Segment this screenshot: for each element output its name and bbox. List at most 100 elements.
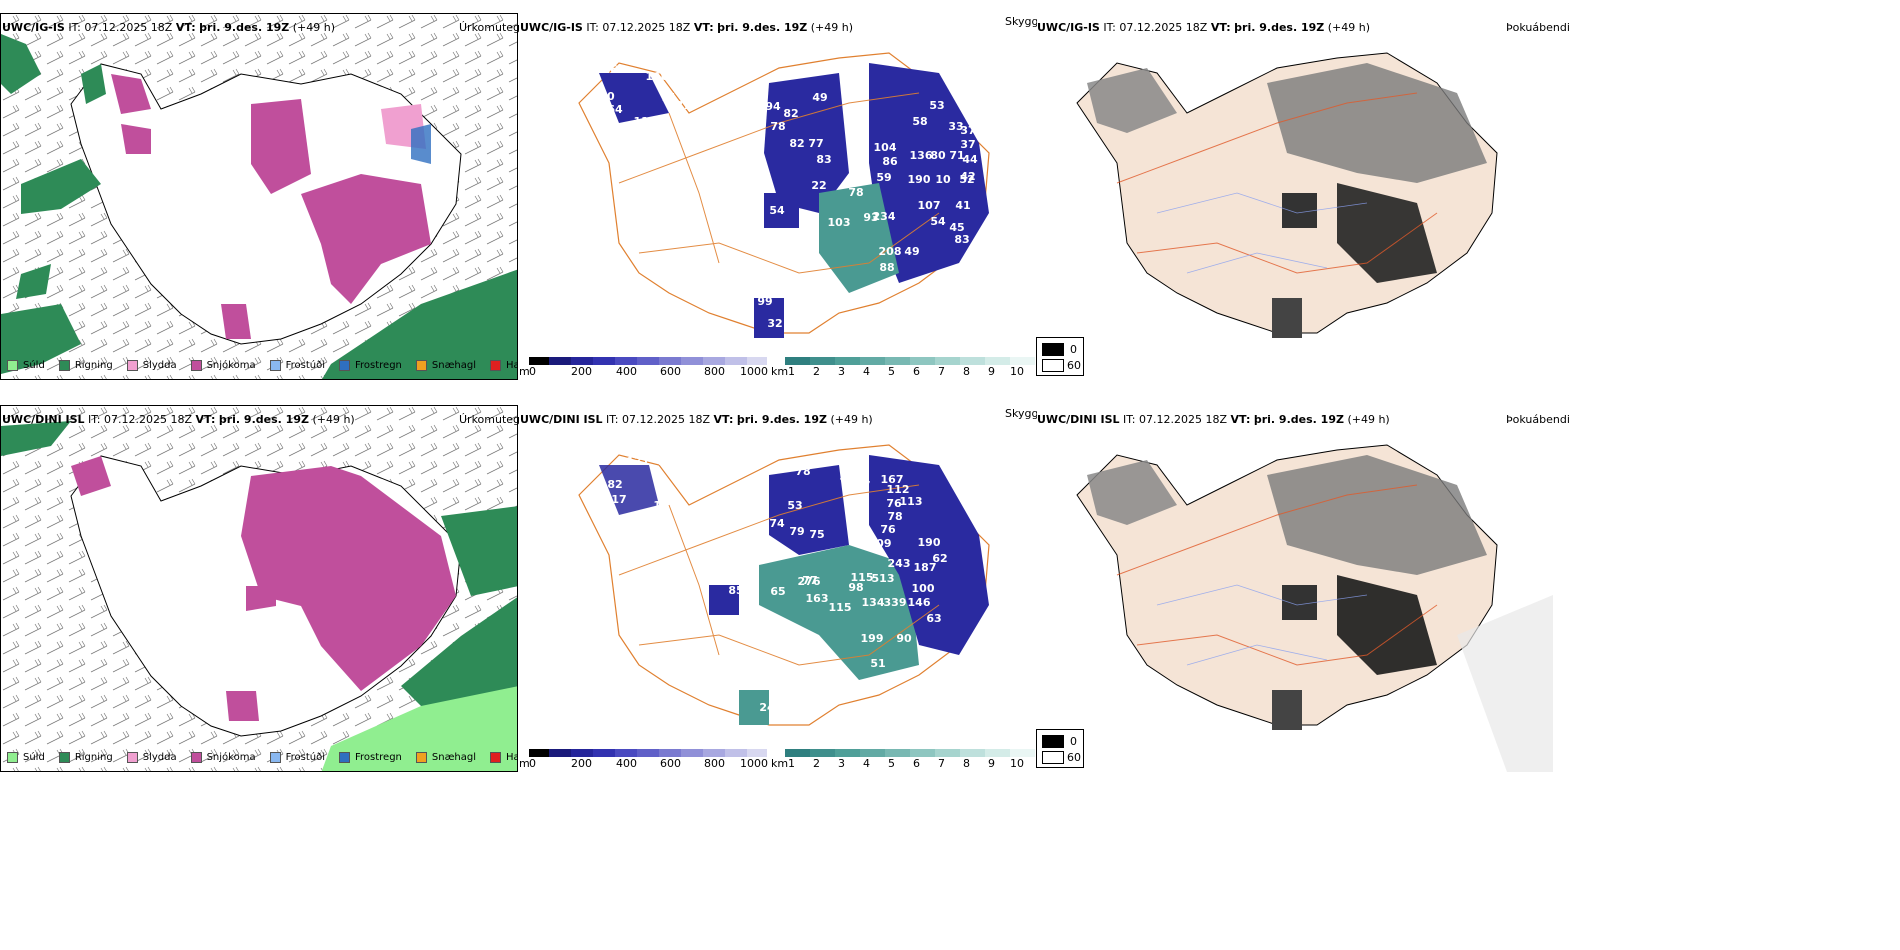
- legend-item: Snjókoma: [190, 360, 256, 371]
- fog-map-top: [1076, 52, 1498, 338]
- visibility-value-label: 78: [887, 510, 902, 523]
- visibility-value-label: 75: [809, 528, 824, 541]
- precip-panel-bottom: Súld Rigning Slydda Snjókoma Frostúði Fr…: [0, 405, 518, 772]
- visibility-value-label: 65: [770, 585, 785, 598]
- header-top-visibility: UWC/IG-IS IT: 07.12.2025 18Z VT: þri. 9.…: [520, 21, 854, 34]
- legend-item: Haglél: [490, 752, 517, 763]
- visibility-value-label: 49: [904, 245, 919, 258]
- visibility-value-label: 107: [918, 199, 941, 212]
- visibility-value-label: 17: [611, 493, 626, 506]
- height-tick: 400: [616, 365, 637, 378]
- visibility-value-label: 99: [757, 295, 772, 308]
- visibility-value-label: 73: [657, 455, 672, 468]
- fog-title-top: Þokuábendi: [1506, 21, 1570, 34]
- legend-swatch: [339, 360, 350, 371]
- visibility-value-label: 87: [675, 99, 690, 112]
- visibility-value-label: 15: [653, 499, 668, 512]
- header-bottom-precip: UWC/DINI ISL IT: 07.12.2025 18Z VT: þri.…: [2, 413, 355, 426]
- visibility-value-label: 160: [646, 70, 669, 83]
- visibility-value-label: 83: [816, 153, 831, 166]
- visibility-value-label: 243: [888, 557, 911, 570]
- height-colorbar-bottom: m 0 200 400 600 800 1000: [519, 749, 768, 773]
- visibility-value-label: 78: [795, 465, 810, 478]
- legend-item: Frostregn: [339, 752, 402, 763]
- visibility-value-label: 33: [948, 120, 963, 133]
- km-tick: 7: [938, 365, 945, 378]
- legend-item: Snæhagl: [415, 360, 476, 371]
- km-colorbar-top: km 1 2 3 4 5 6 7 8 9 10: [771, 357, 1035, 381]
- visibility-value-label: 80: [930, 149, 946, 162]
- precip-legend-bottom: Súld Rigning Slydda Snjókoma Frostúði Fr…: [7, 752, 517, 763]
- visibility-value-label: 104: [874, 141, 897, 154]
- km-tick: 5: [888, 757, 895, 770]
- visibility-value-label: 49: [812, 91, 827, 104]
- km-tick: 4: [863, 365, 870, 378]
- km-tick: 8: [963, 365, 970, 378]
- precip-legend-top: Súld Rigning Slydda Snjókoma Frostúði Fr…: [7, 360, 517, 371]
- visibility-value-label: 24: [759, 701, 775, 714]
- km-tick: 9: [988, 365, 995, 378]
- height-colorbar-top: m 0 200 400 600 800 1000: [519, 357, 768, 381]
- legend-swatch: [490, 360, 502, 371]
- visibility-value-label: 98: [848, 581, 863, 594]
- legend-item: Súld: [7, 752, 45, 763]
- visibility-value-label: 107: [848, 479, 871, 492]
- visibility-value-label: 136: [910, 149, 933, 162]
- height-tick: 600: [660, 757, 681, 770]
- height-tick: 200: [571, 365, 592, 378]
- visibility-value-label: 90: [896, 632, 912, 645]
- visibility-value-label: 187: [914, 561, 937, 574]
- header-top-precip: UWC/IG-IS IT: 07.12.2025 18Z VT: þri. 9.…: [2, 21, 336, 34]
- legend-item: Frostúði: [269, 752, 325, 763]
- visibility-panel-top: 169 160 70 91 64 87 115 94 82 49 78 77 82 83 96 58 53 33 3…: [519, 13, 1035, 380]
- visibility-value-label: 86: [882, 155, 898, 168]
- legend-item: Snæhagl: [415, 752, 476, 763]
- fog-key-label: 0: [1070, 735, 1077, 748]
- visibility-value-label: 94: [765, 100, 781, 113]
- fog-title-bottom: Þokuábendi: [1506, 413, 1570, 426]
- visibility-value-label: 42: [960, 170, 975, 183]
- visibility-value-label: 77: [802, 574, 817, 587]
- km-tick: 3: [838, 365, 845, 378]
- visibility-value-label: 115: [851, 571, 874, 584]
- legend-item: Slydda: [126, 752, 177, 763]
- legend-item: Haglél: [490, 360, 517, 371]
- visibility-value-label: 52: [959, 173, 974, 186]
- visibility-value-label: 55: [839, 470, 854, 483]
- visibility-value-label: 146: [908, 596, 931, 609]
- fog-key-bottom: 0 60: [1036, 729, 1084, 768]
- km-tick: 4: [863, 757, 870, 770]
- visibility-value-label: 339: [884, 596, 907, 609]
- legend-swatch: [126, 752, 138, 763]
- height-tick: 200: [571, 757, 592, 770]
- fog-key-swatch: [1042, 751, 1064, 764]
- km-tick: 7: [938, 757, 945, 770]
- fog-panel-bottom: [1037, 405, 1553, 772]
- visibility-value-label: 53: [787, 499, 802, 512]
- visibility-value-label: 45: [949, 221, 964, 234]
- km-tick: 1: [788, 757, 795, 770]
- visibility-value-label: 71: [949, 149, 964, 162]
- height-unit: m: [519, 757, 530, 770]
- visibility-value-label: 59: [876, 171, 891, 184]
- visibility-value-label: 78: [770, 120, 785, 133]
- fog-key-label: 60: [1067, 751, 1081, 764]
- visibility-value-label: 53: [960, 491, 975, 504]
- visibility-value-label: 98: [727, 197, 742, 210]
- km-unit: km: [771, 365, 789, 378]
- visibility-value-label: 103: [828, 216, 851, 229]
- height-unit: m: [519, 365, 530, 378]
- legend-item: Súld: [7, 360, 45, 371]
- legend-item: Snjókoma: [190, 752, 256, 763]
- visibility-value-label: 82: [789, 137, 804, 150]
- fog-key-swatch: [1042, 735, 1064, 748]
- km-colorbar-gradient: [785, 749, 1035, 757]
- legend-swatch: [7, 752, 18, 763]
- legend-swatch: [269, 752, 281, 763]
- visibility-value-label: 37: [960, 138, 975, 151]
- visibility-value-label: 70: [599, 90, 615, 103]
- km-tick: 2: [813, 757, 820, 770]
- height-tick: 1000: [740, 365, 768, 378]
